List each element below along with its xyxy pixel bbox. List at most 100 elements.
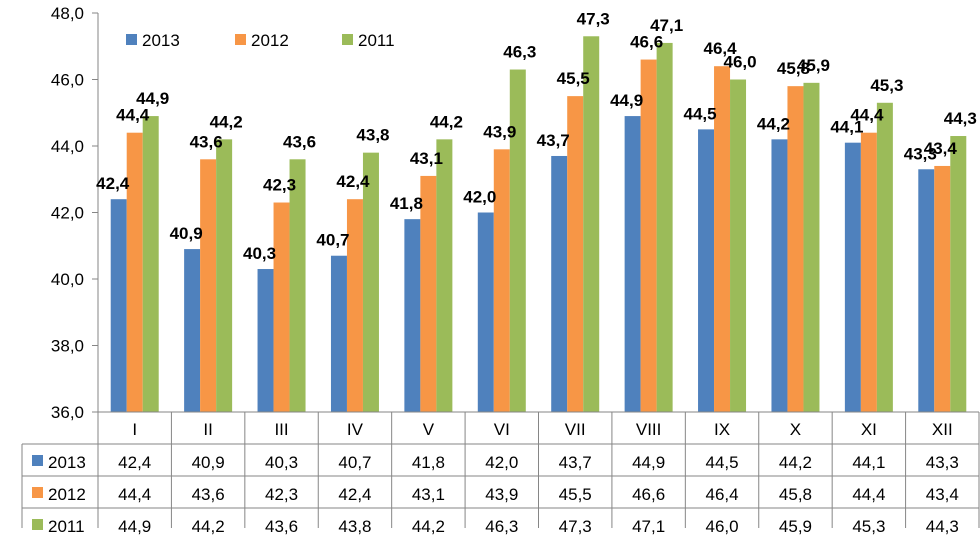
table-cell-2012-I: 44,4 [118,485,151,504]
bar-2012-VIII [640,59,657,413]
data-label-2012-VII: 45,5 [557,69,590,88]
table-cell-2011-VII: 47,3 [559,517,592,536]
y-tick-label: 40,0 [51,270,84,289]
data-label-2013-IV: 40,7 [316,231,349,250]
axes: 36,0 38,0 40,0 42,0 44,0 46,0 48,0 [51,4,99,422]
bar-2011-V [436,139,453,412]
table-cell-2011-II: 44,2 [192,517,225,536]
bar-2012-IX [714,66,731,412]
bar-2013-VI [477,212,494,412]
bar-2011-III [289,159,306,412]
bar-2012-XI [860,132,877,412]
bar-2012-I [126,132,143,412]
bar-2013-XI [844,142,861,413]
table-cell-2012-II: 43,6 [192,485,225,504]
y-tick-label: 38,0 [51,337,84,356]
legend-label-2013: 2013 [142,31,180,50]
data-label-2013-IX: 44,5 [683,104,716,123]
bar-2013-VIII [624,116,641,412]
table-cell-2011-XI: 45,3 [852,517,885,536]
table-cell-2013-III: 40,3 [265,453,298,472]
data-label-2013-XI: 44,1 [830,118,863,137]
table-swatch-2012 [32,487,43,498]
table-cell-2013-VIII: 44,9 [632,453,665,472]
legend-swatch-2012 [235,34,246,45]
bar-2012-IV [346,199,363,412]
data-label-2013-XII: 43,3 [904,144,937,163]
bar-2011-VIII [656,42,673,413]
table-cell-2013-X: 44,2 [779,453,812,472]
legend: 2013 2012 2011 [126,31,395,50]
bar-2012-VII [567,96,584,412]
data-label-2012-X: 45,8 [777,59,810,78]
y-tick-label: 42,0 [51,204,84,223]
category-label-XI: XI [861,420,877,439]
bar-2012-III [273,202,290,412]
table-cell-2012-IV: 42,4 [338,485,371,504]
data-label-2012-III: 42,3 [263,176,296,195]
table-swatch-2013 [32,455,43,466]
table-cell-2012-VIII: 46,6 [632,485,665,504]
data-label-2011-III: 43,6 [283,132,316,151]
bar-2011-I [142,116,159,412]
table-cell-2012-III: 42,3 [265,485,298,504]
table-cell-2013-VII: 43,7 [559,453,592,472]
bar-2013-V [404,219,421,412]
data-label-2011-IX: 46,0 [723,53,756,72]
table-cell-2011-IX: 46,0 [705,517,738,536]
category-label-X: X [790,420,801,439]
category-label-IX: IX [714,420,730,439]
table-cell-2013-I: 42,4 [118,453,151,472]
category-label-VII: VII [565,420,586,439]
table-cell-2011-IV: 43,8 [338,517,371,536]
bar-2013-IV [330,255,347,412]
table-cell-2013-IV: 40,7 [338,453,371,472]
bar-2013-IX [698,129,715,412]
table-cell-2011-XII: 44,3 [926,517,959,536]
data-label-2011-X: 45,9 [797,56,830,75]
bar-2011-VII [583,36,600,413]
data-label-2011-II: 44,2 [210,112,243,131]
table-cell-2012-X: 45,8 [779,485,812,504]
bar-2012-XII [934,165,951,412]
data-label-2012-XI: 44,4 [850,106,884,125]
y-tick-label: 36,0 [51,403,84,422]
data-label-2012-II: 43,6 [190,132,223,151]
category-label-VIII: VIII [636,420,662,439]
bar-2013-I [110,199,127,412]
bar-2013-II [184,249,201,412]
data-label-2011-VIII: 47,1 [650,16,683,35]
data-label-2013-I: 42,4 [96,174,130,193]
category-label-XII: XII [932,420,953,439]
bar-2012-X [787,86,804,413]
data-label-2013-X: 44,2 [757,114,790,133]
category-label-VI: VI [494,420,510,439]
legend-swatch-2013 [126,34,137,45]
bars [110,36,967,413]
table-cell-2013-VI: 42,0 [485,453,518,472]
data-label-2012-V: 43,1 [410,149,443,168]
bar-2011-IX [730,79,747,412]
bar-2011-XI [876,102,893,413]
table-cell-2013-V: 41,8 [412,453,445,472]
bar-2012-II [200,159,217,412]
table-cell-2012-XII: 43,4 [926,485,959,504]
bar-2011-VI [509,69,526,413]
bar-2013-VII [551,155,568,412]
category-label-III: III [274,420,288,439]
table-cell-2013-II: 40,9 [192,453,225,472]
category-label-V: V [423,420,435,439]
table-cell-2012-V: 43,1 [412,485,445,504]
table-cell-2013-IX: 44,5 [705,453,738,472]
data-label-2012-XII: 43,4 [924,139,958,158]
data-label-2013-II: 40,9 [170,224,203,243]
bar-2011-IV [362,152,379,412]
table-cell-2011-X: 45,9 [779,517,812,536]
data-label-2013-VII: 43,7 [537,131,570,150]
table-cell-2013-XI: 44,1 [852,453,885,472]
data-label-2012-VIII: 46,6 [630,33,663,52]
table-swatch-2011 [32,519,43,530]
data-label-2011-VI: 46,3 [503,43,536,62]
